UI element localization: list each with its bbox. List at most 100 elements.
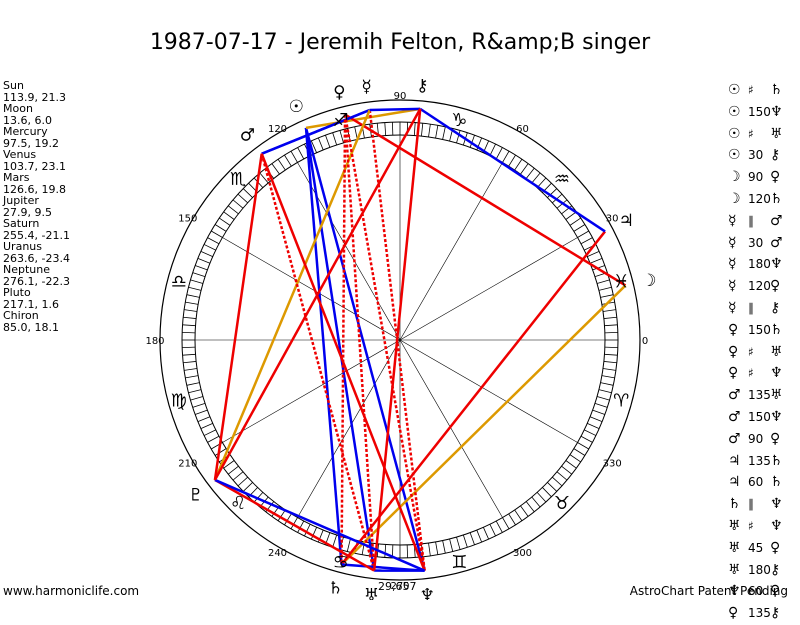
sign-glyph: ♒ [554,169,570,190]
chart-title: 1987-07-17 - Jeremih Felton, R&amp;B sin… [0,30,800,55]
degree-tick [490,524,496,536]
degree-tick [421,123,422,136]
degree-tick [443,541,446,554]
degree-tick [562,466,572,474]
degree-tick [496,148,502,159]
degree-label: 180 [145,336,164,347]
aspect-planet: ♀ [728,342,748,364]
degree-tick [593,410,605,414]
degree-tick [503,518,510,529]
degree-tick [570,455,581,462]
planet-glyphs: ☉☽☿♀♂♃♄♅♆♇⚷ [188,76,656,600]
degree-tick [228,466,238,474]
degree-tick [587,423,599,428]
aspect-planet: ♆ [770,363,783,385]
degree-tick [238,194,248,203]
aspect-planet: ♄ [770,189,783,211]
aspect-planet: ♆ [770,407,783,429]
planet-name: Saturn [3,218,70,230]
aspect-kind: 180 [748,560,770,582]
aspect-kind: ♯ [748,342,770,364]
planet-glyph: ♄ [328,579,343,599]
sign-glyph: ♐ [333,110,349,131]
degree-tick [340,130,344,142]
aspect-kind: 30 [748,145,770,167]
aspect-row: ♀135⚷ [728,603,783,625]
degree-tick [436,125,438,138]
degree-tick [457,537,461,549]
degree-tick [224,212,235,220]
extra-label: 29,657 [378,580,417,593]
aspect-planet: ☿ [728,211,748,233]
aspect-planet: ♀ [728,320,748,342]
planet-glyph: ♅ [364,585,379,600]
aspect-line [215,154,262,480]
degree-tick [204,244,216,250]
aspect-planet: ♅ [728,560,748,582]
degree-tick [443,127,446,140]
degree-tick [228,206,238,214]
aspect-kind: 90 [748,429,770,451]
aspect-kind: 150 [748,407,770,429]
aspect-row: ☽120♄ [728,189,783,211]
aspect-kind: 30 [748,233,770,255]
aspect-planet: ♃ [728,451,748,473]
degree-tick [605,325,618,326]
aspect-planet: ♄ [770,451,783,473]
degree-tick [515,510,522,521]
degree-tick [385,545,386,558]
degree-tick [477,530,482,542]
aspect-planet: ♀ [728,363,748,385]
degree-tick [190,397,202,401]
degree-tick [450,539,453,552]
degree-tick [605,354,618,355]
aspect-planet: ♂ [728,429,748,451]
aspect-planet: ⚷ [770,145,780,167]
degree-tick [208,238,219,244]
sign-glyph: ♉ [554,493,570,514]
degree-tick [183,317,196,318]
degree-tick [188,287,201,290]
degree-tick [597,397,609,401]
aspect-row: ☉♯♄ [728,80,783,102]
degree-tick [278,159,285,170]
aspect-kind: 45 [748,538,770,560]
sector-line [222,340,400,443]
aspect-row: ♂90♀ [728,429,783,451]
website-link[interactable]: www.harmoniclife.com [3,584,139,598]
degree-tick [193,273,205,277]
degree-tick [599,390,612,393]
degree-tick [496,521,502,532]
aspect-row: ♅180⚷ [728,560,783,582]
degree-tick [599,287,612,290]
aspect-kind: 135 [748,385,770,407]
aspect-table: ☉♯♄☉150♆☉♯♅☉30⚷☽90♀☽120♄☿∥♂☿30♂☿180♆☿120… [728,80,783,625]
degree-tick [414,123,415,136]
degree-tick [436,542,438,555]
degree-tick [601,383,614,386]
aspect-planet: ♄ [770,472,783,494]
degree-tick [183,361,196,362]
degree-tick [184,310,197,312]
degree-tick [201,251,213,256]
planet-name: Neptune [3,264,70,276]
aspect-planet: ♅ [770,124,783,146]
aspect-planet: ☉ [728,145,748,167]
planet-glyph: ♃ [619,211,634,231]
degree-tick [515,159,522,170]
aspect-row: ♅♯♆ [728,516,783,538]
degree-tick [385,123,386,136]
degree-tick [590,417,602,422]
degree-tick [526,502,534,512]
patent-notice: AstroChart Patent Pending [630,584,788,598]
planet-name: Chiron [3,310,70,322]
aspect-planet: ♆ [770,102,783,124]
degree-tick [215,224,226,231]
degree-tick [520,164,528,175]
aspect-row: ♂150♆ [728,407,783,429]
aspect-kind: ♯ [748,516,770,538]
degree-tick [347,539,350,552]
degree-tick [272,164,280,175]
aspect-planet: ♆ [770,254,783,276]
